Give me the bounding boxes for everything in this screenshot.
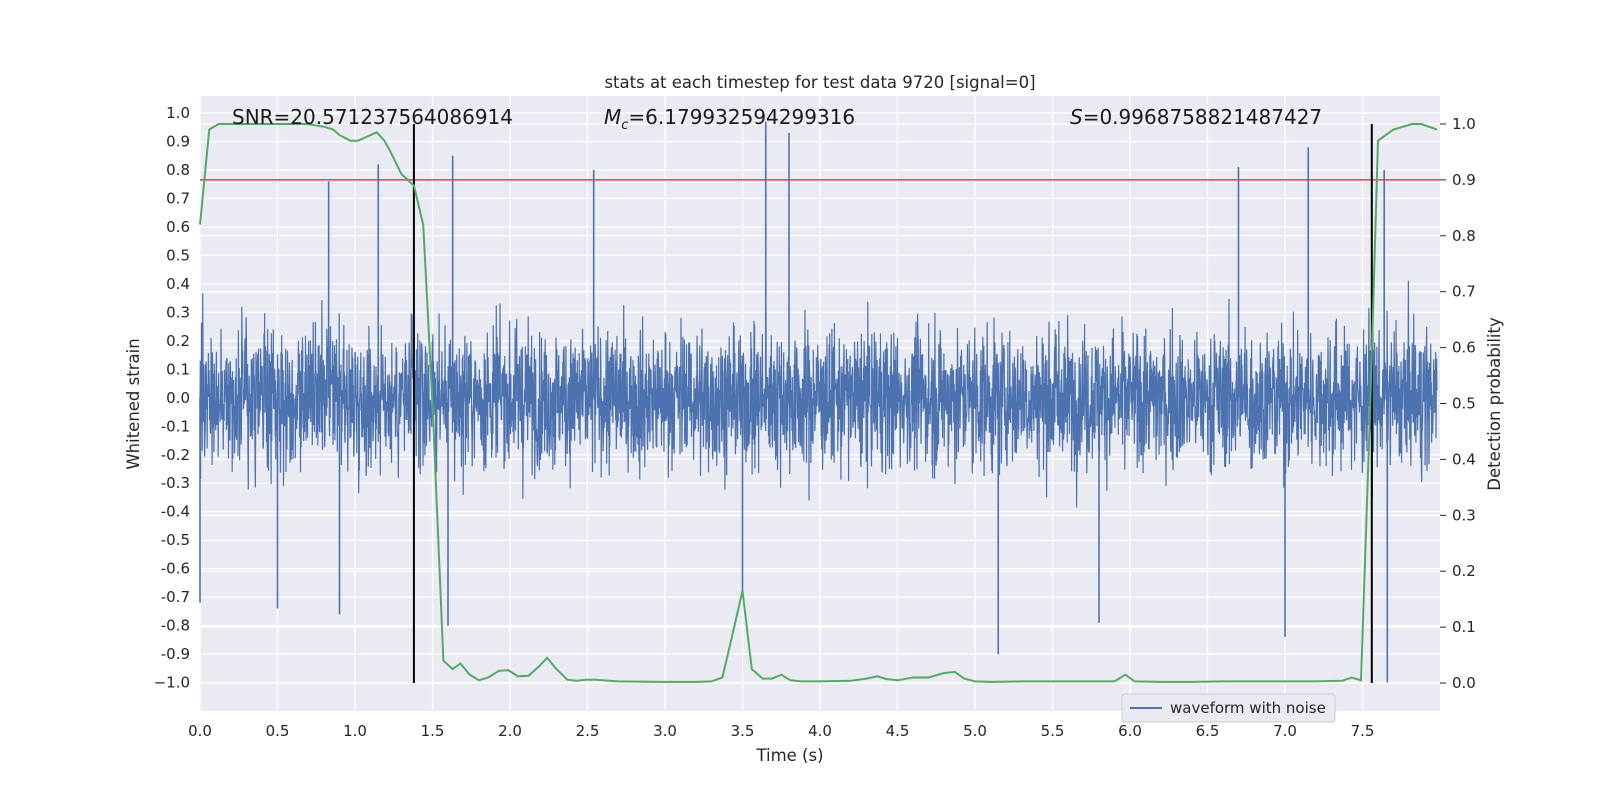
chirp-mass-symbol: M	[604, 105, 621, 129]
x-tick-label: 1.0	[343, 722, 367, 740]
x-tick-label: 6.5	[1196, 722, 1220, 740]
y-left-tick-label: 0.5	[166, 246, 190, 264]
y-right-tick-label: 1.0	[1452, 115, 1476, 133]
y-left-tick-label: 0.8	[166, 161, 190, 179]
legend-label-waveform: waveform with noise	[1170, 699, 1326, 717]
chirp-mass-value: =6.179932594299316	[628, 105, 855, 129]
y-right-tick-label: 0.6	[1452, 339, 1476, 357]
y-right-axis-label: Detection probability	[1485, 317, 1504, 491]
y-left-tick-label: 0.0	[166, 389, 190, 407]
y-left-tick-label: -0.5	[161, 531, 190, 549]
y-right-tick-label: 0.5	[1452, 395, 1476, 413]
x-tick-label: 4.5	[886, 722, 910, 740]
x-tick-label: 6.0	[1118, 722, 1142, 740]
chirp-mass-subscript: c	[621, 118, 628, 133]
y-right-axis-ticks: 1.0 0.9 0.8 0.7 0.6 0.5 0.4 0.3 0.2 0.1 0.0	[1440, 115, 1476, 692]
waveform-with-noise-series	[199, 121, 1438, 683]
y-right-tick-label: 0.9	[1452, 171, 1476, 189]
y-right-tick-label: 0.1	[1452, 618, 1476, 636]
x-tick-label: 7.5	[1351, 722, 1375, 740]
y-left-axis-ticks: 1.0 0.9 0.8 0.7 0.6 0.5 0.4 0.3 0.2 0.1 0.0 -0.1 -0.…	[154, 104, 190, 691]
y-left-tick-label: 0.4	[166, 275, 190, 293]
y-left-tick-label: −1.0	[154, 674, 190, 692]
y-right-tick-label: 0.2	[1452, 562, 1476, 580]
legend-box	[1121, 693, 1336, 723]
x-tick-label: 0.5	[266, 722, 290, 740]
detection-probability-line	[199, 123, 1438, 683]
y-left-tick-label: -0.9	[161, 645, 190, 663]
y-left-tick-label: -0.6	[161, 560, 190, 578]
y-left-tick-label: -0.7	[161, 588, 190, 606]
x-tick-label: 5.0	[963, 722, 987, 740]
x-tick-label: 2.5	[576, 722, 600, 740]
s-symbol: S	[1070, 105, 1083, 129]
y-left-tick-label: 0.3	[166, 303, 190, 321]
x-tick-label: 3.5	[731, 722, 755, 740]
y-left-tick-label: 0.7	[166, 190, 190, 208]
y-right-tick-label: 0.7	[1452, 283, 1476, 301]
x-tick-label: 1.5	[421, 722, 445, 740]
chart-title: stats at each timestep for test data 972…	[604, 73, 1035, 92]
legend: waveform with noise	[1121, 693, 1336, 723]
s-value: =0.9968758821487427	[1083, 105, 1322, 129]
detection-probability-series	[199, 123, 1438, 683]
y-left-tick-label: 0.9	[166, 133, 190, 151]
y-right-tick-label: 0.8	[1452, 227, 1476, 245]
x-axis-ticks: 0.0 0.5 1.0 1.5 2.0 2.5 3.0 3.5 4.0 4.5 5.0 5.5 6.0 6…	[188, 722, 1374, 740]
y-left-tick-label: -0.2	[161, 446, 190, 464]
y-right-tick-label: 0.3	[1452, 506, 1476, 524]
y-left-tick-label: -0.8	[161, 617, 190, 635]
x-axis-label: Time (s)	[755, 746, 823, 765]
waveform-with-noise-line	[199, 280, 1438, 508]
x-tick-label: 4.0	[808, 722, 832, 740]
y-left-axis-label: Whitened strain	[124, 338, 143, 469]
y-left-tick-label: 0.1	[166, 360, 190, 378]
y-left-tick-label: 0.2	[166, 332, 190, 350]
y-left-tick-label: 1.0	[166, 104, 190, 122]
y-left-tick-label: -0.3	[161, 474, 190, 492]
y-left-tick-label: -0.1	[161, 417, 190, 435]
snr-annotation: SNR=20.571237564086914	[232, 105, 513, 129]
y-right-tick-label: 0.4	[1452, 450, 1476, 468]
y-left-tick-label: -0.4	[161, 503, 190, 521]
chirp-mass-annotation: Mc=6.179932594299316	[604, 105, 855, 133]
x-tick-label: 0.0	[188, 722, 212, 740]
y-left-tick-label: 0.6	[166, 218, 190, 236]
y-right-tick-label: 0.0	[1452, 674, 1476, 692]
x-tick-label: 7.0	[1273, 722, 1297, 740]
x-tick-label: 3.0	[653, 722, 677, 740]
s-annotation: S=0.9968758821487427	[1070, 105, 1322, 129]
x-tick-label: 5.5	[1041, 722, 1065, 740]
x-tick-label: 2.0	[498, 722, 522, 740]
